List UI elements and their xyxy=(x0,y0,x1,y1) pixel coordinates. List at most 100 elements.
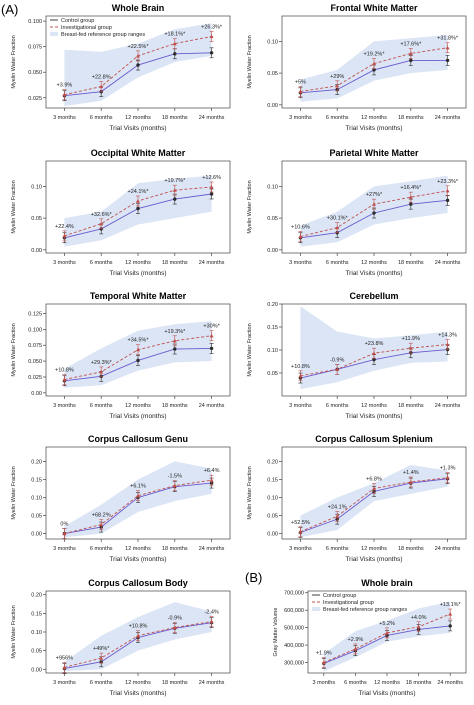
data-point-investigational xyxy=(136,198,140,203)
data-point-control xyxy=(209,346,214,351)
data-point-investigational xyxy=(298,234,303,239)
y-tick-label: 300,000 xyxy=(284,661,304,667)
legend-entry: Breast-fed reference group ranges xyxy=(61,32,145,38)
annotation-label: +1.4% xyxy=(403,470,419,476)
x-tick-label: 12 months xyxy=(125,115,151,121)
data-point-investigational xyxy=(335,225,340,230)
chart-title: Whole brain xyxy=(361,578,413,588)
data-point-investigational xyxy=(136,493,140,498)
y-axis-label: Myelin Water Fraction xyxy=(247,35,253,88)
data-point-control xyxy=(136,206,140,211)
x-tick-label: 18 months xyxy=(398,403,424,409)
data-point-investigational xyxy=(209,333,214,338)
annotation-label: -0.9% xyxy=(168,616,182,622)
x-tick-label: 12 months xyxy=(125,403,151,409)
annotation-label: +10.8% xyxy=(291,364,310,370)
data-point-investigational xyxy=(209,478,214,482)
chart-title: Whole Brain xyxy=(112,3,165,13)
y-tick-label: 400,000 xyxy=(284,643,304,649)
annotation-label: +12.6% xyxy=(202,175,221,181)
annotation-label: +29% xyxy=(330,74,344,80)
annotation-label: +19.2%* xyxy=(364,52,386,58)
data-point-investigational xyxy=(408,51,413,56)
x-axis-label: Trial Visits (months) xyxy=(358,690,415,697)
y-tick-label: 700,000 xyxy=(284,591,304,597)
y-tick-label: 0.05 xyxy=(267,216,278,222)
x-tick-label: 3 months xyxy=(53,115,76,121)
x-tick-label: 12 months xyxy=(361,403,387,409)
annotation-label: +956% xyxy=(56,655,73,661)
panel-9: 300,000 400,000 500,000 600,000 700,000 3 mon… xyxy=(273,578,467,697)
legend-entry: Investigational group xyxy=(61,25,112,31)
y-axis-label: Myelin Water Fraction xyxy=(11,323,17,376)
data-point-control xyxy=(173,52,177,56)
y-tick-label: 0.10 xyxy=(31,184,42,190)
annotation-label: +6.4% xyxy=(204,468,220,474)
y-axis-label: Myelin Water Fraction xyxy=(247,466,253,519)
y-axis-label: Myelin Water Fraction xyxy=(247,180,253,233)
annotation-label: +10.8% xyxy=(129,624,148,630)
data-point-investigational xyxy=(172,338,177,343)
x-tick-label: 24 months xyxy=(437,680,463,686)
annotation-label: +5% xyxy=(295,80,306,86)
annotation-label: +49%* xyxy=(93,646,110,652)
x-tick-label: 24 months xyxy=(435,260,461,266)
data-point-investigational xyxy=(298,373,303,378)
y-tick-label: 0.075 xyxy=(28,343,42,349)
data-point-control xyxy=(173,347,177,351)
x-axis-label: Trial Visits (months) xyxy=(345,556,402,563)
data-point-investigational xyxy=(62,377,67,382)
y-tick-label: 0.10 xyxy=(267,348,278,354)
annotation-label: +24.1% xyxy=(328,504,347,510)
legend-entry: Control group xyxy=(61,18,94,24)
y-tick-label: 0.05 xyxy=(31,216,42,222)
y-tick-label: 0.15 xyxy=(31,611,42,617)
x-tick-label: 3 months xyxy=(53,680,76,686)
x-tick-label: 24 months xyxy=(199,546,225,552)
annotation-label: +52.5% xyxy=(291,520,310,526)
y-tick-label: 0.20 xyxy=(31,593,42,599)
annotation-label: +27%* xyxy=(366,192,383,198)
data-point-investigational xyxy=(172,483,177,488)
y-tick-label: 0.15 xyxy=(267,325,278,331)
annotation-label: +3.9% xyxy=(57,83,73,89)
data-point-control xyxy=(372,68,376,72)
data-point-investigational xyxy=(445,342,450,347)
data-point-control xyxy=(445,58,450,63)
x-tick-label: 3 months xyxy=(312,680,335,686)
y-tick-label: 0.050 xyxy=(28,70,42,76)
annotation-label: +29.3%* xyxy=(91,360,113,366)
x-tick-label: 18 months xyxy=(162,115,188,121)
y-tick-label: 0.00 xyxy=(31,391,42,397)
data-point-investigational xyxy=(209,185,214,189)
x-tick-label: 18 months xyxy=(398,115,424,121)
data-point-investigational xyxy=(335,367,340,371)
annotation-label: +22.5%* xyxy=(128,44,150,50)
annotation-label: +13.1%* xyxy=(440,602,462,608)
chart-title: Corpus Callosum Genu xyxy=(88,434,188,444)
y-tick-label: 0.00 xyxy=(31,667,42,673)
data-point-investigational xyxy=(335,83,340,88)
y-tick-label: 0.15 xyxy=(267,477,278,483)
annotation-label: -2.4% xyxy=(204,610,218,616)
data-point-control xyxy=(448,624,452,628)
data-point-investigational xyxy=(62,233,67,238)
panel-0: 0.025 0.050 0.075 0.100 3 months 6 months 12 m… xyxy=(11,3,231,132)
y-tick-label: 0.05 xyxy=(267,371,278,377)
x-tick-label: 12 months xyxy=(361,260,387,266)
annotation-label: +2.9% xyxy=(348,637,364,643)
data-point-investigational xyxy=(172,625,177,630)
data-point-investigational xyxy=(172,188,177,192)
annotation-label: +14.3% xyxy=(438,332,457,338)
y-axis-label: Myelin Water Fraction xyxy=(11,466,17,519)
data-point-control xyxy=(209,192,214,196)
data-point-control xyxy=(136,63,140,67)
annotation-label: +24.1%* xyxy=(128,189,150,195)
data-point-investigational xyxy=(99,522,104,527)
x-tick-label: 24 months xyxy=(199,403,225,409)
annotation-label: -0.9% xyxy=(330,357,344,363)
x-tick-label: 6 months xyxy=(344,680,367,686)
x-tick-label: 24 months xyxy=(199,260,225,266)
x-tick-label: 6 months xyxy=(90,546,113,552)
annotation-label: +22.8% xyxy=(92,75,111,81)
